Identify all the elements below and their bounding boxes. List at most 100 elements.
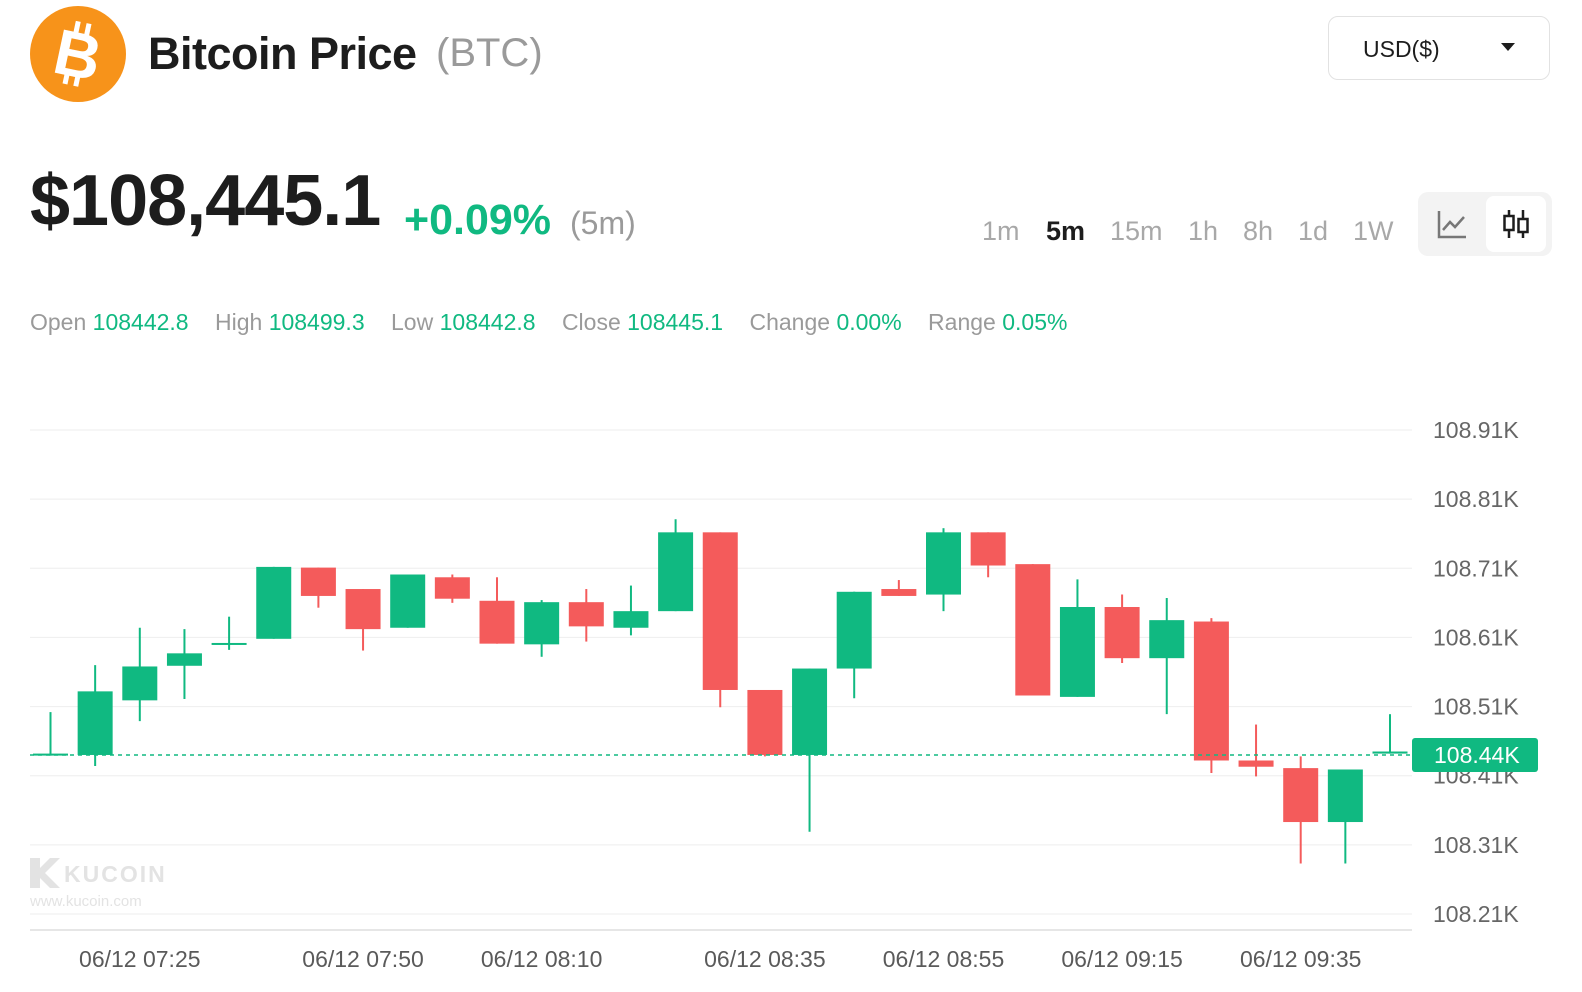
x-tick-label: 06/12 08:10 (481, 946, 603, 972)
candle-body (613, 611, 649, 628)
y-tick-label: 108.51K (1433, 694, 1519, 720)
candle[interactable] (122, 627, 158, 722)
candle[interactable] (792, 668, 828, 832)
candle[interactable] (881, 580, 917, 596)
candle-body (33, 753, 68, 756)
candle-body (1372, 751, 1408, 754)
candle[interactable] (434, 574, 470, 603)
interval-15m[interactable]: 15m (1110, 216, 1163, 246)
current-price: $108,445.1 (30, 161, 381, 241)
candle-body (658, 532, 694, 612)
interval-1h[interactable]: 1h (1188, 216, 1219, 246)
y-tick-label: 108.71K (1433, 555, 1519, 581)
stat-change: Change 0.00% (749, 309, 902, 335)
candle-body (1015, 564, 1051, 696)
line-chart-button[interactable] (1422, 196, 1482, 252)
stat-high: High 108499.3 (214, 309, 365, 335)
candle[interactable] (33, 712, 68, 756)
current-price-tag: 108.44K (1412, 737, 1538, 772)
kucoin-logo-icon (30, 858, 60, 888)
candle[interactable] (970, 532, 1006, 578)
candle-body (1238, 760, 1274, 767)
y-tick-label: 108.91K (1433, 417, 1519, 443)
y-tick-label: 108.81K (1433, 486, 1519, 512)
candle-body (926, 532, 961, 595)
candle[interactable] (300, 567, 336, 608)
candle-body (390, 574, 426, 628)
candlestick-icon (1503, 210, 1529, 238)
candle[interactable] (345, 589, 381, 651)
candlestick-chart-button[interactable] (1486, 196, 1546, 252)
candle-body (568, 602, 604, 627)
candle-body (792, 668, 828, 755)
candle[interactable] (524, 600, 560, 657)
x-tick-label: 06/12 08:55 (883, 946, 1005, 972)
interval-5m[interactable]: 5m (1046, 216, 1086, 246)
candle[interactable] (1238, 724, 1274, 777)
candle-body (970, 532, 1006, 566)
candle[interactable] (1104, 594, 1140, 664)
bitcoin-logo-icon: B (30, 6, 126, 102)
candle[interactable] (747, 689, 783, 757)
stat-close: Close 108445.1 (561, 309, 724, 335)
candle-body (434, 577, 470, 599)
candle-body (166, 653, 202, 666)
candle-body (77, 691, 113, 755)
y-tick-label: 108.21K (1433, 901, 1519, 927)
candle[interactable] (702, 532, 738, 708)
currency-select-value: USD($) (1363, 36, 1440, 62)
candle-body (836, 591, 872, 669)
stat-low: Low 108442.8 (391, 309, 536, 335)
candle-body (747, 689, 783, 755)
candle[interactable] (211, 616, 247, 650)
candle-body (1193, 621, 1229, 761)
candle[interactable] (1372, 714, 1408, 754)
candle[interactable] (390, 574, 426, 628)
candle[interactable] (1193, 618, 1229, 773)
candle[interactable] (658, 519, 694, 612)
currency-select[interactable]: USD($) (1328, 16, 1550, 80)
candle[interactable] (1149, 598, 1185, 715)
candle[interactable] (166, 629, 202, 699)
line-chart-icon (1437, 211, 1466, 239)
candle-body (1149, 620, 1185, 659)
candle-body (1104, 607, 1140, 659)
x-tick-label: 06/12 08:35 (704, 946, 826, 972)
candle[interactable] (1015, 564, 1051, 696)
candle-body (881, 589, 917, 596)
stat-range: Range 0.05% (928, 309, 1068, 335)
chart-type-toggle (1418, 192, 1552, 256)
candle-body (479, 600, 515, 644)
y-tick-label: 108.31K (1433, 832, 1519, 858)
ticker-symbol: (BTC) (436, 31, 543, 75)
interval-1m[interactable]: 1m (982, 216, 1020, 246)
interval-1d[interactable]: 1d (1298, 216, 1329, 246)
kucoin-watermark: KUCOIN www.kucoin.com (29, 858, 167, 910)
candle[interactable] (568, 589, 604, 642)
change-period: (5m) (570, 205, 636, 241)
candle[interactable] (1283, 756, 1319, 864)
candle[interactable] (836, 591, 872, 699)
candle-body (211, 642, 247, 645)
candle-body (1059, 607, 1095, 697)
ohlc-stats: Open 108442.8 High 108499.3 Low 108442.8… (30, 309, 1087, 336)
candle[interactable] (479, 577, 515, 644)
candle[interactable] (926, 528, 961, 612)
candle-body (1327, 769, 1363, 823)
x-tick-label: 06/12 09:35 (1240, 946, 1362, 972)
watermark-url: www.kucoin.com (29, 893, 142, 910)
interval-1w[interactable]: 1W (1353, 216, 1394, 246)
candle[interactable] (256, 566, 292, 639)
candle[interactable] (613, 585, 649, 636)
x-tick-label: 06/12 07:50 (302, 946, 424, 972)
watermark-brand: KUCOIN (64, 861, 167, 887)
x-tick-label: 06/12 09:15 (1061, 946, 1183, 972)
candle-body (1283, 768, 1319, 823)
candle-body (300, 567, 336, 596)
candle[interactable] (77, 665, 113, 767)
candle[interactable] (1327, 769, 1363, 864)
candle[interactable] (1059, 579, 1095, 697)
stat-open: Open 108442.8 (30, 309, 189, 335)
interval-8h[interactable]: 8h (1243, 216, 1274, 246)
